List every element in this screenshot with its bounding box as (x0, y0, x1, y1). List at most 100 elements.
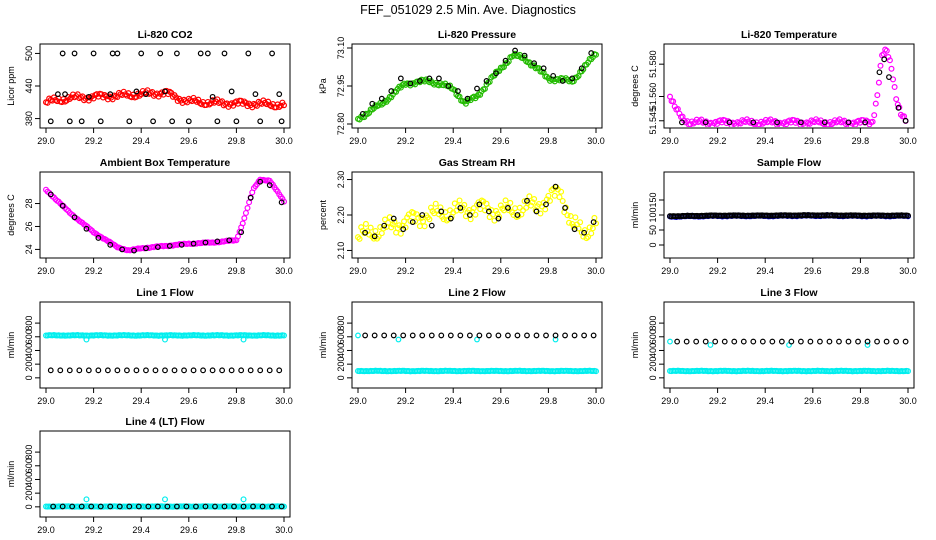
outlier-point (83, 496, 90, 503)
series-black (362, 183, 597, 240)
x-tick-label: 29.4 (132, 525, 150, 535)
series-black (47, 367, 283, 374)
x-tick-label: 29.4 (132, 266, 150, 276)
data-point (543, 73, 550, 80)
series-cyan (355, 367, 599, 375)
data-point (131, 247, 137, 254)
data-point (281, 503, 288, 510)
outlier-point (162, 336, 169, 343)
data-point (83, 225, 90, 232)
x-tick-label: 29.6 (180, 266, 198, 276)
panel-sample_flow: Sample Flow 29.0 29.2 29.4 29.6 29.8 30.0 0 50 10… (630, 157, 917, 276)
data-point (750, 119, 757, 126)
y-tick-label: 600 (24, 458, 34, 473)
data-point (466, 212, 473, 218)
data-point (875, 79, 882, 86)
outlier-point (240, 496, 247, 503)
x-tick-label: 29.4 (132, 136, 150, 146)
x-tick-label: 29.8 (540, 396, 558, 406)
data-point (228, 367, 235, 374)
data-point (542, 206, 549, 213)
data-point (173, 50, 180, 57)
x-tick-label: 30.0 (275, 136, 293, 146)
data-point (143, 91, 149, 98)
data-point (774, 119, 780, 126)
data-point (869, 118, 876, 125)
data-point (164, 503, 171, 510)
data-point (862, 119, 869, 126)
data-point (438, 208, 445, 215)
y-axis-label: ml/min (630, 332, 640, 359)
data-point (181, 367, 187, 374)
y-tick-label: 600 (24, 329, 34, 344)
x-tick-label: 29.2 (85, 266, 103, 276)
data-point (543, 201, 549, 208)
data-point (62, 91, 68, 98)
data-point (893, 96, 900, 103)
data-point (257, 367, 264, 374)
x-tick-label: 30.0 (587, 136, 605, 146)
data-point (483, 78, 490, 84)
x-tick-label: 29.6 (804, 396, 822, 406)
x-tick-label: 29.6 (492, 396, 510, 406)
y-axis-label: ml/min (630, 202, 640, 229)
x-tick-label: 29.4 (756, 136, 774, 146)
data-point (451, 200, 458, 207)
y-axis-label: Licor ppm (6, 66, 16, 106)
panel-box_temp: Ambient Box Temperature 29.0 29.2 29.4 29.6 2… (6, 157, 293, 276)
y-tick-label: 0 (648, 375, 658, 380)
y-tick-label: 72.80 (336, 113, 346, 136)
series-red (42, 87, 288, 111)
data-point (564, 212, 571, 219)
data-point (447, 215, 454, 222)
data-point (512, 47, 518, 54)
data-point (221, 50, 228, 57)
data-point (886, 74, 892, 81)
data-point (367, 224, 374, 231)
data-point (571, 332, 578, 339)
data-point (124, 367, 130, 374)
y-tick-label: 800 (24, 316, 34, 331)
data-point (133, 367, 140, 374)
data-point (412, 218, 419, 225)
data-point (769, 338, 776, 345)
data-point (381, 222, 388, 229)
x-tick-label: 29.8 (228, 266, 246, 276)
data-point (114, 367, 121, 374)
panel-title: Sample Flow (757, 157, 822, 169)
y-axis-label: percent (318, 199, 328, 230)
data-point (559, 78, 566, 84)
data-point (877, 62, 884, 69)
data-point (864, 342, 871, 348)
data-point (702, 119, 709, 126)
data-point (250, 503, 256, 510)
panel-line3: Line 3 Flow 29.0 29.2 29.4 29.6 29.8 30.0 0 2004… (630, 287, 917, 406)
data-point (138, 50, 145, 57)
data-point (759, 338, 766, 345)
y-tick-label: 100 (648, 207, 658, 222)
data-point (540, 65, 547, 72)
figure-title: FEF_051029 2.5 Min. Ave. Diagnostics (360, 3, 576, 17)
y-axis-label: ml/min (6, 332, 16, 359)
data-point (507, 199, 514, 206)
x-tick-label: 29.0 (37, 266, 55, 276)
data-point (486, 208, 492, 215)
data-point (109, 50, 116, 57)
data-point (157, 90, 164, 97)
data-point (281, 332, 288, 339)
data-point (152, 367, 159, 374)
data-point (667, 338, 673, 345)
data-point (438, 332, 445, 339)
series-magenta (42, 176, 288, 254)
x-tick-label: 29.2 (397, 266, 415, 276)
data-point (355, 332, 361, 339)
x-tick-label: 30.0 (899, 396, 917, 406)
data-point (257, 178, 264, 185)
data-point (119, 246, 126, 253)
data-point (707, 342, 714, 348)
y-axis-label: kPa (318, 78, 328, 94)
data-point (85, 97, 92, 104)
data-point (502, 57, 509, 64)
data-point (380, 225, 387, 232)
x-tick-label: 29.6 (180, 396, 198, 406)
